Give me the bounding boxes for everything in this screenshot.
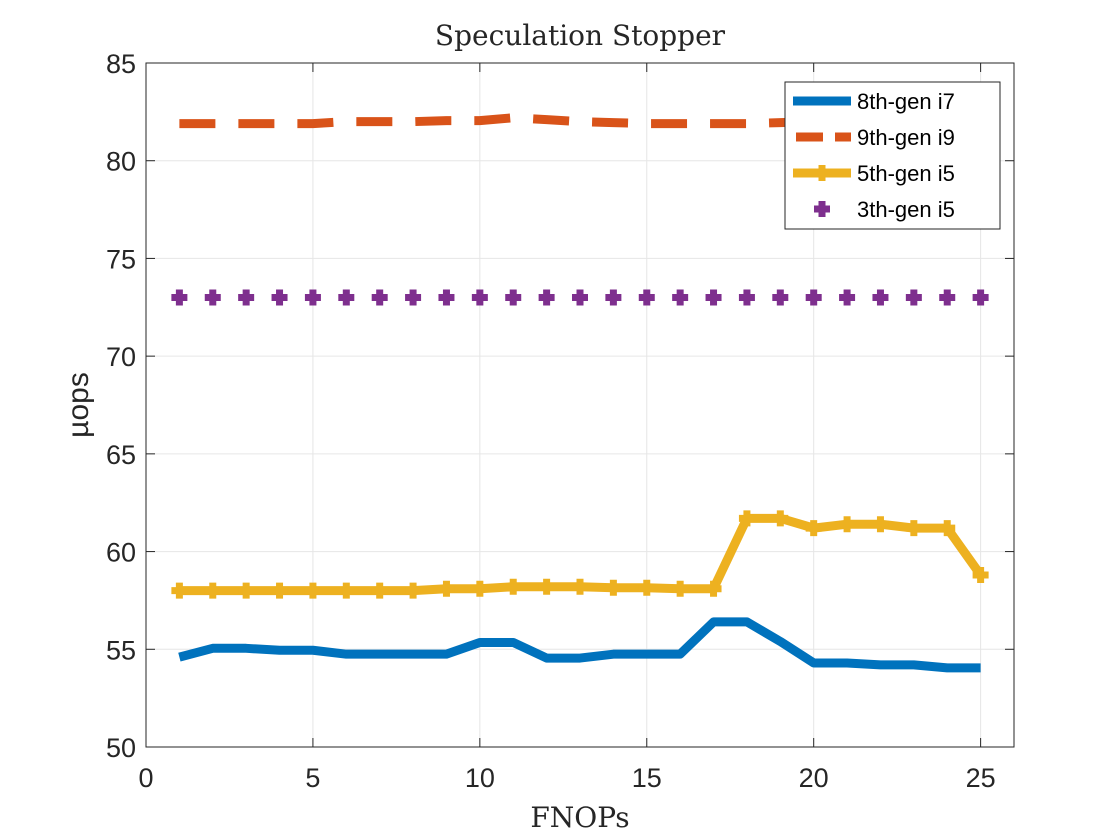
data-point — [471, 580, 488, 597]
axis-ticks: 0 5 10 15 20 25 50 55 60 65 70 75 80 85 — [106, 49, 1014, 793]
x-tick-label: 25 — [966, 763, 996, 793]
data-point — [705, 580, 722, 597]
data-point — [438, 289, 455, 306]
data-point — [405, 582, 422, 599]
data-point — [438, 580, 455, 597]
data-point — [972, 567, 989, 584]
data-point — [271, 289, 288, 306]
data-point — [538, 289, 555, 306]
data-point — [805, 289, 822, 306]
data-point — [905, 289, 922, 306]
legend-label: 3th-gen i5 — [857, 197, 955, 222]
data-point — [805, 520, 822, 537]
data-point — [338, 289, 355, 306]
x-tick-label: 5 — [305, 763, 320, 793]
legend: 8th-gen i7 9th-gen i9 5th-gen i5 3th-gen i5 — [784, 81, 1001, 230]
data-point — [572, 578, 588, 595]
y-tick-label: 55 — [106, 635, 136, 665]
data-point — [271, 582, 288, 599]
data-point — [405, 289, 422, 306]
data-point — [638, 289, 655, 306]
data-point — [605, 289, 622, 306]
data-point — [572, 289, 588, 306]
data-point — [839, 289, 856, 306]
x-tick-label: 0 — [138, 763, 153, 793]
data-point — [171, 289, 188, 306]
data-point — [371, 289, 388, 306]
data-point — [471, 289, 488, 306]
x-tick-label: 10 — [465, 763, 495, 793]
series-2 — [171, 510, 989, 599]
data-point — [171, 582, 188, 599]
y-tick-label: 70 — [106, 342, 136, 372]
series-layer — [171, 113, 989, 673]
legend-label: 5th-gen i5 — [857, 161, 955, 186]
y-tick-label: 85 — [106, 49, 136, 79]
data-point — [538, 578, 555, 595]
series-0 — [178, 617, 981, 673]
data-point — [204, 582, 221, 599]
series-3 — [171, 289, 989, 306]
data-point — [338, 582, 355, 599]
data-point — [772, 289, 789, 306]
legend-label: 8th-gen i7 — [857, 89, 955, 114]
data-point — [905, 520, 922, 537]
y-axis-label: µops — [62, 372, 95, 438]
data-point — [505, 289, 522, 306]
data-point — [772, 510, 789, 527]
y-tick-label: 60 — [106, 538, 136, 568]
data-point — [872, 289, 889, 306]
data-point — [738, 510, 755, 527]
data-point — [972, 289, 989, 306]
data-point — [304, 289, 321, 306]
data-point — [638, 579, 655, 596]
data-point — [705, 289, 722, 306]
data-point — [872, 516, 889, 533]
data-point — [939, 289, 956, 306]
y-tick-label: 80 — [106, 147, 136, 177]
series-line — [178, 617, 981, 673]
data-point — [238, 582, 255, 599]
chart-title: Speculation Stopper — [435, 19, 726, 52]
x-tick-label: 20 — [799, 763, 829, 793]
data-point — [605, 579, 622, 596]
data-point — [304, 582, 321, 599]
data-point — [672, 580, 689, 597]
x-axis-label: FNOPs — [530, 801, 629, 834]
data-point — [204, 289, 221, 306]
data-point — [939, 520, 956, 537]
y-tick-label: 65 — [106, 440, 136, 470]
x-tick-label: 15 — [632, 763, 662, 793]
data-point — [371, 582, 388, 599]
data-point — [672, 289, 689, 306]
plot-frame — [145, 62, 1015, 748]
legend-marker — [814, 201, 830, 217]
legend-label: 9th-gen i9 — [857, 125, 955, 150]
y-tick-label: 50 — [106, 733, 136, 763]
data-point — [738, 289, 755, 306]
data-point — [238, 289, 255, 306]
legend-marker — [814, 165, 830, 181]
data-point — [839, 516, 856, 533]
y-tick-label: 75 — [106, 244, 136, 274]
data-point — [505, 578, 522, 595]
